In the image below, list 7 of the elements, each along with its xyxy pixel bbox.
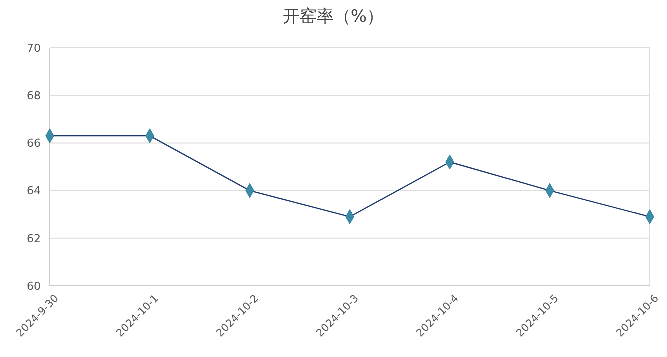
y-tick-label: 60: [27, 280, 41, 293]
chart-title: 开窑率（%）: [282, 7, 384, 27]
y-tick-label: 66: [27, 137, 41, 150]
y-tick-label: 64: [27, 184, 41, 198]
y-tick-label: 68: [27, 89, 41, 102]
y-tick-label: 70: [27, 42, 41, 55]
y-tick-label: 62: [27, 232, 41, 246]
